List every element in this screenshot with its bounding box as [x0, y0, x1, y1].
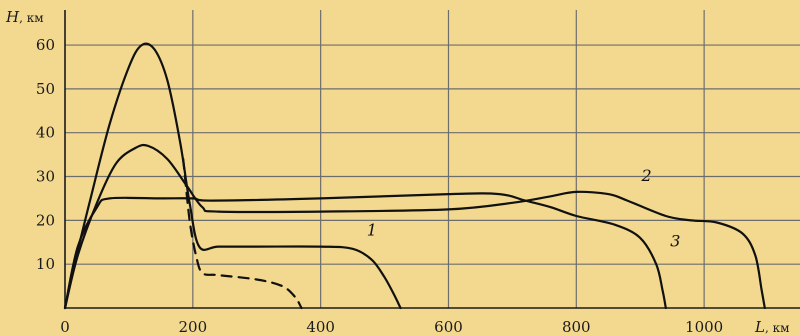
x-tick-label-800: 800 [562, 318, 591, 336]
x-axis-symbol: L [754, 318, 765, 336]
tick-labels: 0 200 400 600 800 1000 10 20 30 40 50 60 [36, 36, 723, 336]
series-label-3: 3 [670, 232, 680, 251]
x-tick-label-400: 400 [306, 318, 335, 336]
y-tick-label-30: 30 [36, 168, 55, 186]
grid [65, 10, 800, 308]
y-axis-title: H, км [5, 8, 44, 26]
y-tick-label-40: 40 [36, 124, 55, 142]
x-tick-label-1000: 1000 [685, 318, 723, 336]
axes [64, 10, 800, 309]
x-axis-title: L, км [754, 318, 789, 336]
x-tick-label-600: 600 [434, 318, 463, 336]
series-3-line [63, 192, 667, 310]
series-2-line [63, 143, 766, 310]
y-tick-label-50: 50 [36, 80, 55, 98]
y-axis-unit: , км [19, 11, 43, 25]
y-tick-label-60: 60 [36, 36, 55, 54]
series-dashed-line [182, 157, 303, 310]
y-tick-label-20: 20 [36, 211, 55, 229]
series-group [63, 42, 766, 310]
series-labels: 1 2 3 [367, 166, 681, 251]
x-tick-label-200: 200 [179, 318, 208, 336]
series-label-2: 2 [641, 166, 652, 185]
series-label-1: 1 [367, 221, 377, 240]
x-tick-label-0: 0 [60, 318, 70, 336]
y-axis-symbol: H [5, 8, 20, 26]
x-axis-unit: , км [765, 321, 789, 335]
y-tick-label-10: 10 [36, 255, 55, 273]
series-1-line [63, 42, 402, 310]
